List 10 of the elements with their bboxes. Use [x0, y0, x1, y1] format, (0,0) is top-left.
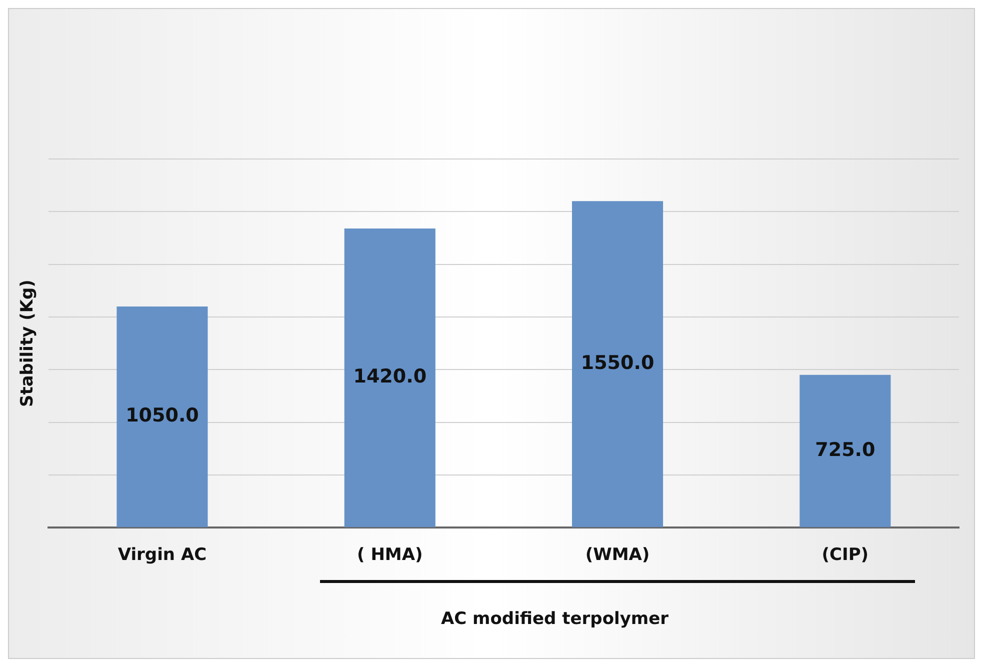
data-label: 725.0: [815, 438, 876, 461]
x-tick-label: Virgin AC: [118, 545, 207, 566]
text: AC modified terpolymer: [440, 609, 670, 629]
data-label: 1050.0: [126, 404, 199, 427]
data-label: 1420.0: [353, 366, 427, 388]
data-label: 1550.0: [580, 352, 654, 374]
x-tick-label: (WMA): [585, 545, 650, 566]
y-axis-title: Stability (Kg): [18, 280, 38, 408]
x-tick-label: (CIP): [822, 545, 869, 566]
x-tick-label: ( HMA): [356, 545, 423, 566]
